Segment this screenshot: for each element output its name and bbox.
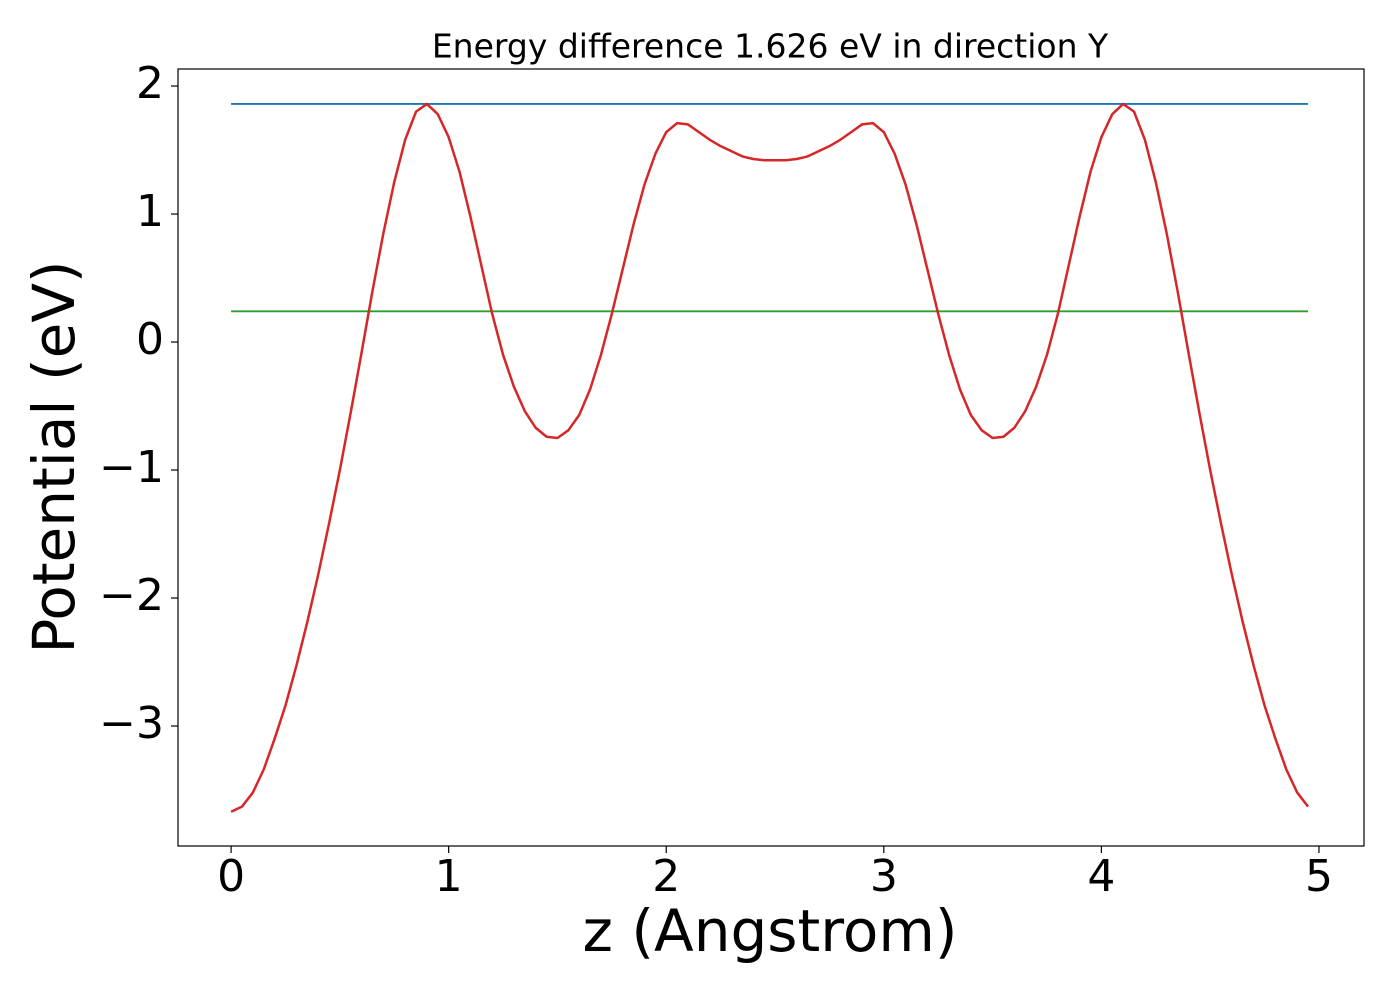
y-tick-label: −2: [99, 570, 164, 621]
series-line: [230, 102, 1310, 813]
x-tick-label: 2: [652, 851, 680, 902]
x-tick-label: 5: [1305, 851, 1333, 902]
y-tick-label: 1: [136, 186, 164, 237]
x-axis-label: z (Angstrom): [583, 897, 958, 965]
plot-frame: [177, 68, 1365, 847]
x-tick-label: 3: [870, 851, 898, 902]
chart-title: Energy difference 1.626 eV in direction …: [432, 27, 1109, 66]
y-axis-label: Potential (eV): [20, 260, 88, 653]
x-tick-label: 0: [217, 851, 245, 902]
x-tick-label: 1: [435, 851, 463, 902]
y-tick-label: −1: [99, 442, 164, 493]
x-tick-label: 4: [1087, 851, 1115, 902]
y-tick-label: 2: [136, 58, 164, 109]
y-tick-label: 0: [136, 314, 164, 365]
y-tick-label: −3: [99, 698, 164, 749]
